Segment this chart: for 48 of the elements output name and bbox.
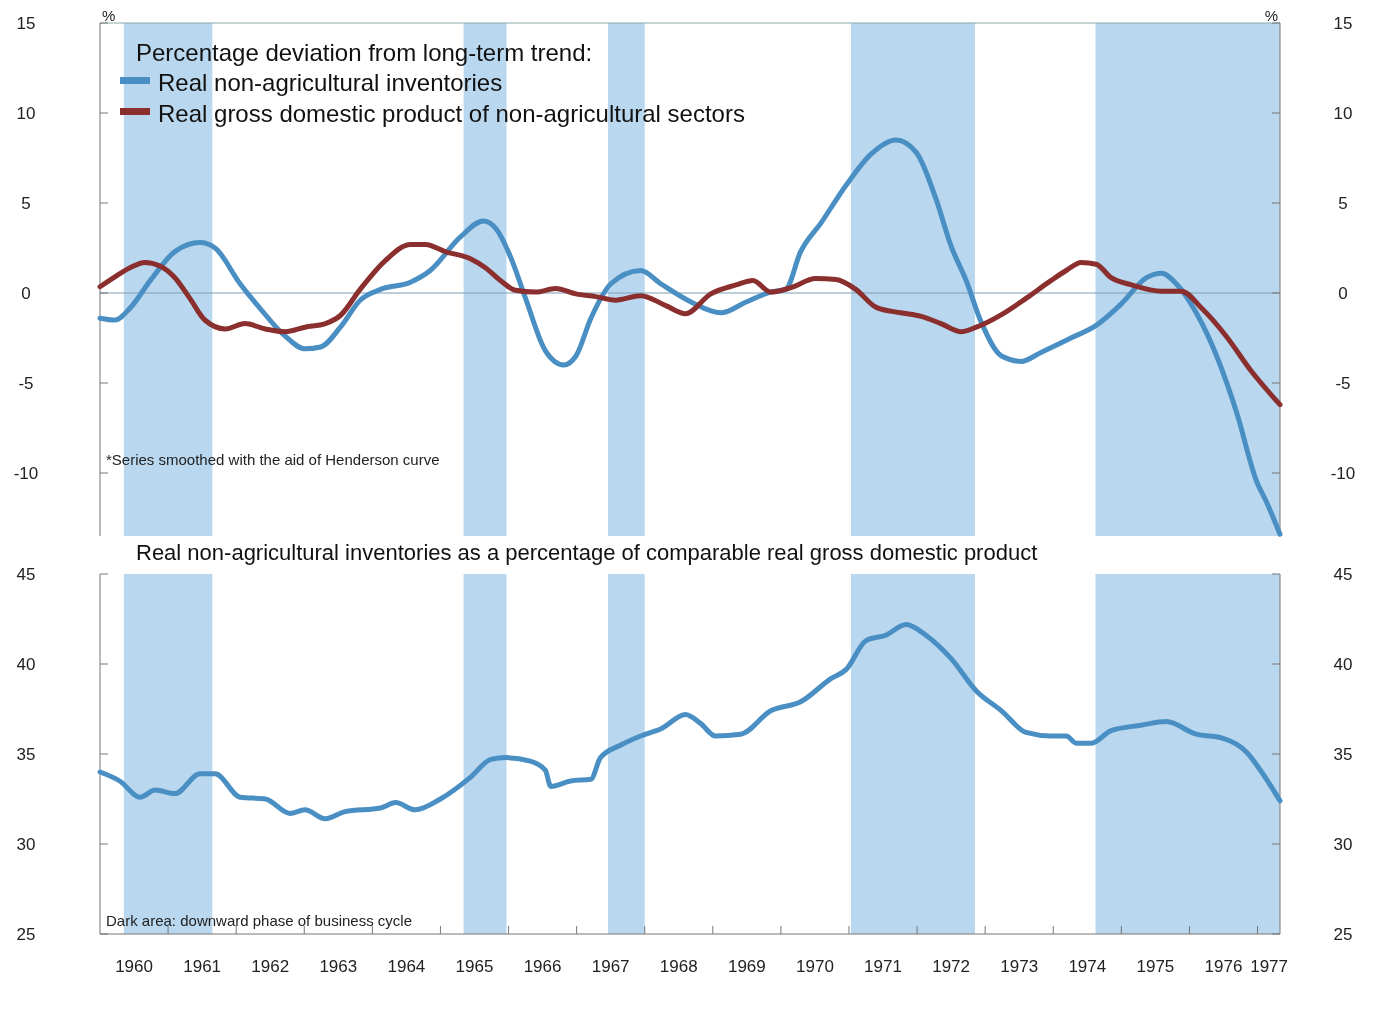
y2-tick-label: 0 (1338, 283, 1348, 303)
x-tick-label: 1966 (523, 957, 562, 976)
x-tick-label: 1968 (659, 957, 698, 976)
x-tick-label: 1962 (251, 957, 290, 976)
x-tick-label: 1967 (591, 957, 630, 976)
y-tick-label: 5 (21, 193, 31, 213)
y-tick-label: 45 (16, 564, 36, 584)
x-tick-label: 1973 (1000, 957, 1039, 976)
x-tick-label: 1971 (864, 957, 902, 976)
annotation: Dark area: downward phase of business cycle (106, 912, 412, 929)
legend-label: Real non-agricultural inventories (158, 69, 503, 96)
x-tick-label: 1977 (1250, 957, 1289, 976)
y2-tick-label: 5 (1338, 193, 1348, 213)
y2-tick-label: 15 (1333, 13, 1353, 33)
x-tick-label: 1963 (319, 957, 358, 976)
y-tick-label: 15 (16, 13, 36, 33)
y2-tick-label: 30 (1333, 834, 1353, 854)
x-tick-label: 1964 (387, 957, 426, 976)
x-tick-label: 1976 (1204, 957, 1243, 976)
y2-tick-label: 25 (1333, 924, 1353, 944)
y2-tick-label: -10 (1330, 463, 1356, 483)
y-tick-label: 30 (16, 834, 36, 854)
x-tick-label: 1969 (727, 957, 766, 976)
x-tick-label: 1972 (932, 957, 971, 976)
y-tick-label: -5 (18, 373, 34, 393)
y2-axis-title: % (1264, 7, 1278, 24)
x-tick-label: 1974 (1068, 957, 1107, 976)
annotation: *Series smoothed with the aid of Henderson curve (106, 451, 440, 468)
y2-tick-label: 40 (1333, 654, 1353, 674)
chart-title: Real non-agricultural inventories as a percentage of comparable real gross domestic product (136, 540, 1038, 565)
y-tick-label: 0 (21, 283, 31, 303)
y-tick-label: 10 (16, 103, 36, 123)
y2-tick-label: 10 (1333, 103, 1353, 123)
x-tick-label: 1965 (455, 957, 494, 976)
y-tick-label: 40 (16, 654, 36, 674)
x-tick-label: 1975 (1136, 957, 1175, 976)
y-tick-label: 25 (16, 924, 36, 944)
x-tick-label: 1960 (115, 957, 153, 976)
x-tick-label: 1961 (183, 957, 222, 976)
legend-title: Percentage deviation from long-term trend: (136, 39, 593, 66)
y-tick-label: 35 (16, 744, 36, 764)
y2-tick-label: 45 (1333, 564, 1353, 584)
y2-tick-label: -5 (1335, 373, 1351, 393)
y-axis-title: % (102, 7, 116, 24)
y2-tick-label: 35 (1333, 744, 1353, 764)
y-tick-label: -10 (13, 463, 39, 483)
legend-label: Real gross domestic product of non-agricultural sectors (158, 100, 745, 127)
x-tick-label: 1970 (796, 957, 834, 976)
